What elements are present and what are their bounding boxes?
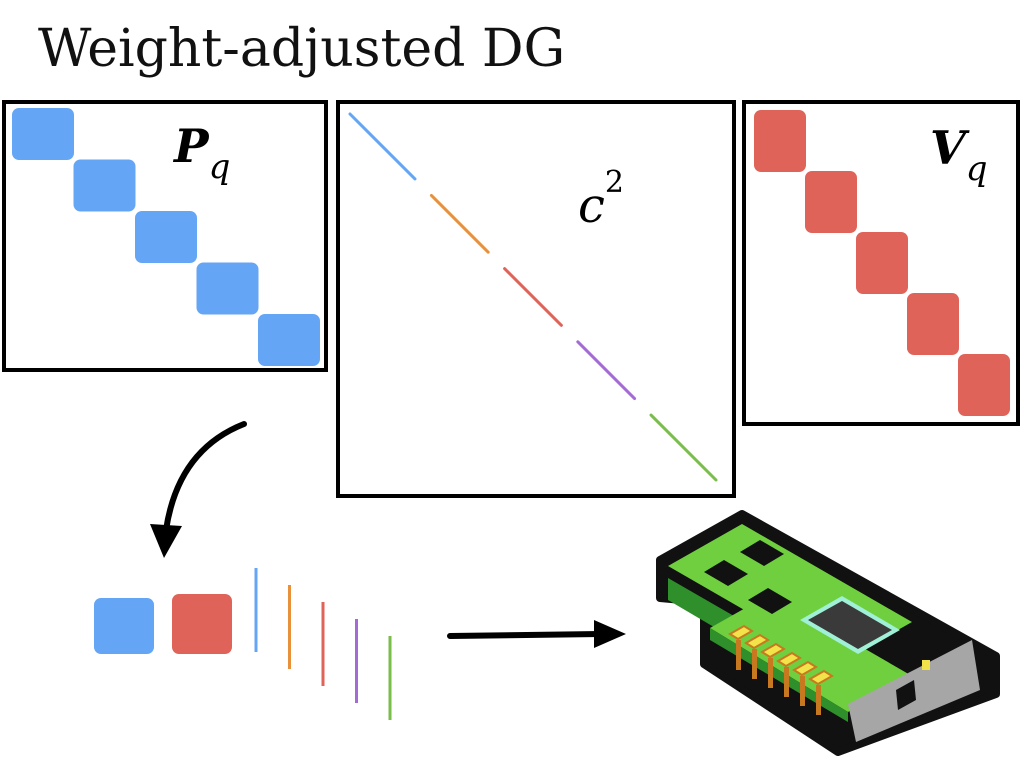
matrix-v-block bbox=[907, 293, 959, 355]
matrix-c2-segment bbox=[576, 340, 637, 401]
matrix-p: Pq bbox=[2, 100, 328, 372]
matrix-v-block bbox=[754, 110, 806, 172]
matrix-c2-segment bbox=[348, 112, 417, 181]
matrix-c2-diagonal bbox=[348, 112, 718, 482]
svg-text:Pq: Pq bbox=[172, 119, 230, 187]
matrix-v-block bbox=[805, 171, 857, 233]
diagram-title: Weight-adjusted DG bbox=[38, 19, 565, 79]
curved-arrow-icon bbox=[150, 421, 247, 558]
matrix-v-subscript: q bbox=[966, 149, 988, 189]
matrix-p-block bbox=[135, 211, 197, 263]
matrix-v-block bbox=[958, 354, 1010, 416]
matrix-p-subscript: q bbox=[209, 147, 231, 187]
matrix-c2-superscript: 2 bbox=[605, 165, 624, 200]
matrix-v-symbol: V bbox=[930, 121, 970, 175]
matrix-c2-segment bbox=[503, 267, 563, 327]
gpu-card-icon bbox=[656, 510, 1000, 756]
matrix-p-block bbox=[12, 108, 74, 160]
matrix-p-block bbox=[73, 159, 136, 212]
matrix-p-symbol: P bbox=[172, 119, 210, 173]
packed-diagonal-lines bbox=[254, 568, 392, 720]
svg-text:Vq: Vq bbox=[930, 121, 987, 189]
matrix-v: Vq bbox=[742, 100, 1020, 426]
matrix-p-block bbox=[258, 314, 320, 366]
matrix-c2-symbol: c bbox=[578, 178, 605, 234]
matrix-c2: c2 bbox=[336, 100, 736, 498]
matrix-c2-segment bbox=[649, 413, 718, 482]
matrix-v-blocks bbox=[754, 110, 1010, 416]
matrix-v-block bbox=[856, 232, 908, 294]
packed-block bbox=[172, 594, 232, 654]
matrix-p-block bbox=[196, 262, 259, 315]
packed-data bbox=[94, 594, 232, 654]
matrix-p-blocks bbox=[12, 108, 320, 366]
matrix-c2-segment bbox=[429, 193, 490, 254]
packed-block bbox=[94, 598, 154, 654]
right-arrow-icon bbox=[447, 620, 626, 648]
svg-text:c2: c2 bbox=[578, 165, 624, 234]
